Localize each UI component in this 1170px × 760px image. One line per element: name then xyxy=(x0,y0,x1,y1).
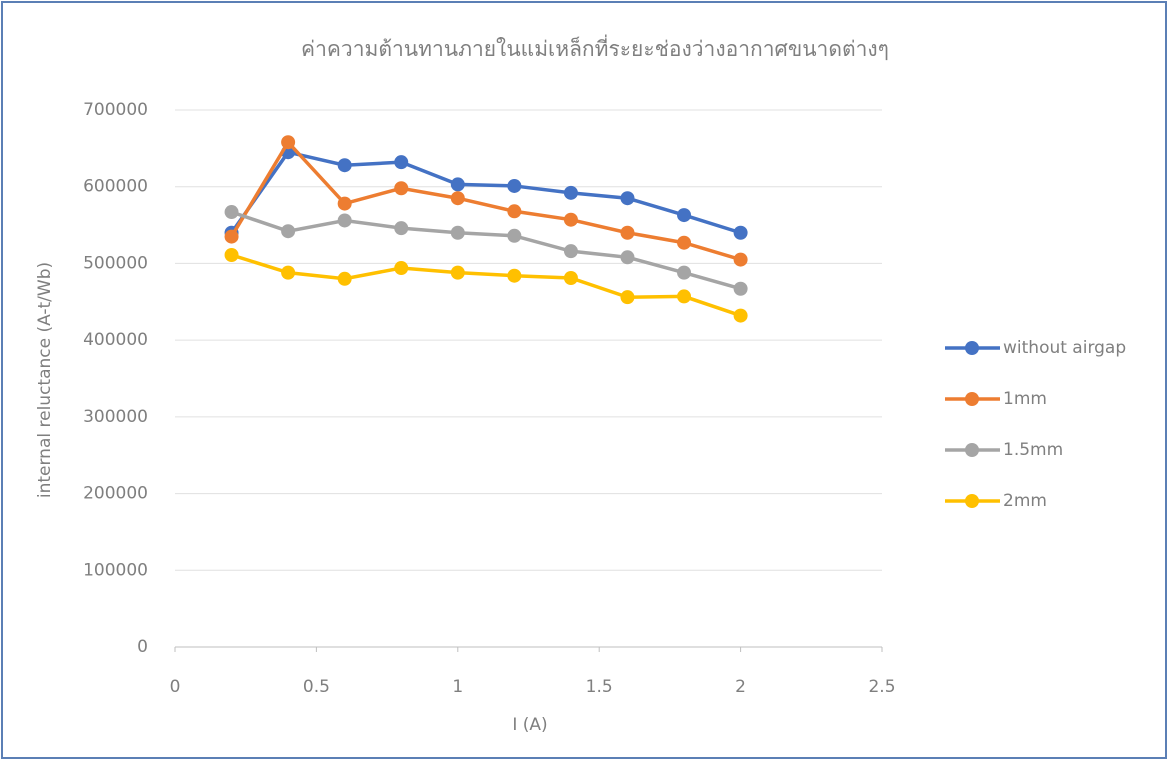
point xyxy=(337,158,352,173)
point xyxy=(337,213,352,228)
point xyxy=(677,265,692,280)
legend-marker xyxy=(965,392,979,406)
series-line xyxy=(230,150,742,235)
point xyxy=(450,191,465,206)
point xyxy=(450,177,465,192)
point xyxy=(733,308,748,323)
legend-label: 2mm xyxy=(1003,491,1047,511)
y-tick-label: 300000 xyxy=(83,407,148,427)
point xyxy=(620,225,635,240)
series-line xyxy=(230,139,742,262)
x-tick-label: 2 xyxy=(735,677,746,697)
point xyxy=(507,178,522,193)
point xyxy=(337,196,352,211)
point xyxy=(394,221,409,236)
point xyxy=(620,191,635,206)
point xyxy=(563,185,578,200)
y-axis-label: internal reluctance (A-t/Wb) xyxy=(35,262,55,498)
point xyxy=(563,271,578,286)
point xyxy=(620,250,635,265)
legend-label: 1mm xyxy=(1003,389,1047,409)
point xyxy=(677,235,692,250)
x-tick-label: 0.5 xyxy=(303,677,330,697)
point xyxy=(733,281,748,296)
legend-marker xyxy=(965,341,979,355)
point xyxy=(281,135,296,150)
point xyxy=(394,261,409,276)
point xyxy=(450,225,465,240)
y-tick-label: 700000 xyxy=(83,100,148,120)
y-tick-label: 500000 xyxy=(83,253,148,273)
legend-marker xyxy=(965,494,979,508)
y-tick-label: 100000 xyxy=(83,560,148,580)
x-tick-label: 1 xyxy=(452,677,463,697)
point xyxy=(620,290,635,305)
y-tick-label: 600000 xyxy=(83,177,148,197)
chart-title: ค่าความต้านทานภายในแม่เหล็กที่ระยะช่องว่… xyxy=(301,34,889,61)
point xyxy=(281,224,296,239)
point xyxy=(507,204,522,219)
point xyxy=(733,252,748,267)
legend-label: 1.5mm xyxy=(1003,440,1063,460)
series-line xyxy=(230,210,742,291)
y-tick-label: 400000 xyxy=(83,330,148,350)
x-tick-label: 0 xyxy=(170,677,181,697)
point xyxy=(733,225,748,240)
point xyxy=(677,289,692,304)
y-tick-label: 0 xyxy=(137,637,148,657)
x-tick-label: 1.5 xyxy=(586,677,613,697)
point xyxy=(677,208,692,223)
legend-label: without airgap xyxy=(1003,338,1126,358)
point xyxy=(507,228,522,243)
legend-marker xyxy=(965,443,979,457)
point xyxy=(337,271,352,286)
point xyxy=(563,244,578,259)
point xyxy=(224,205,239,220)
point xyxy=(224,229,239,244)
point xyxy=(450,265,465,280)
point xyxy=(281,265,296,280)
point xyxy=(394,155,409,170)
x-axis-label: I (A) xyxy=(512,715,547,735)
point xyxy=(507,268,522,283)
y-tick-label: 200000 xyxy=(83,484,148,504)
point xyxy=(563,212,578,227)
point xyxy=(394,181,409,196)
series-line xyxy=(231,253,742,318)
x-tick-label: 2.5 xyxy=(868,677,895,697)
point xyxy=(224,247,239,262)
